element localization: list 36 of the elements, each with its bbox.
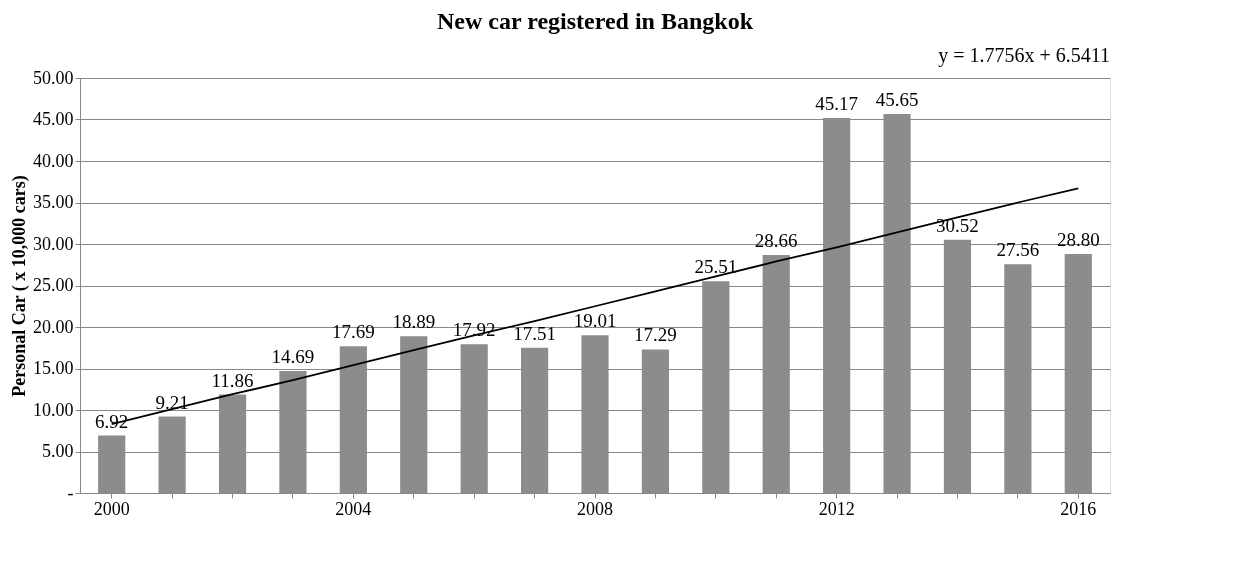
data-label: 45.65 xyxy=(875,89,919,111)
data-label: 27.56 xyxy=(996,239,1040,261)
x-tick-label: 2004 xyxy=(335,498,372,519)
y-axis-title: Personal Car ( x 10,000 cars) xyxy=(9,175,30,397)
data-label: 28.80 xyxy=(1056,228,1100,250)
data-label: 17.51 xyxy=(513,322,556,344)
y-tick-label: 5.00 xyxy=(42,441,74,461)
y-tick-label: 35.00 xyxy=(33,192,74,212)
data-label: 17.69 xyxy=(331,321,375,343)
data-label: 14.69 xyxy=(271,346,315,368)
y-tick-label: 25.00 xyxy=(33,275,74,295)
y-tick-label: 50.00 xyxy=(33,67,74,88)
data-label: 9.21 xyxy=(155,391,189,413)
x-tick-label: 2008 xyxy=(577,498,613,519)
y-tick-label: 15.00 xyxy=(33,358,74,378)
data-label: 17.92 xyxy=(452,319,496,341)
data-label: 6.92 xyxy=(95,410,129,432)
y-tick-label: 10.00 xyxy=(33,399,74,420)
data-label: 28.66 xyxy=(754,230,798,252)
data-label: 25.51 xyxy=(694,256,738,278)
chart-title: New car registered in Bangkok xyxy=(437,8,754,34)
data-label: 18.89 xyxy=(392,311,436,333)
data-label: 19.01 xyxy=(573,310,617,332)
y-tick-label: - xyxy=(67,482,74,503)
x-tick-label: 2016 xyxy=(1060,498,1097,519)
y-tick-label: 40.00 xyxy=(33,150,74,171)
data-label: 11.86 xyxy=(211,369,254,391)
text: y = 1.7756x + 6.5411 xyxy=(938,44,1110,67)
x-tick-label: 2000 xyxy=(93,498,130,519)
y-tick-label: 45.00 xyxy=(33,109,74,129)
y-tick-label: 20.00 xyxy=(33,316,74,337)
y-tick-label: 30.00 xyxy=(33,233,74,254)
x-tick-label: 2012 xyxy=(818,498,855,519)
data-label: 17.29 xyxy=(634,324,677,346)
data-label: 30.52 xyxy=(936,214,979,236)
data-label: 45.17 xyxy=(815,93,859,115)
